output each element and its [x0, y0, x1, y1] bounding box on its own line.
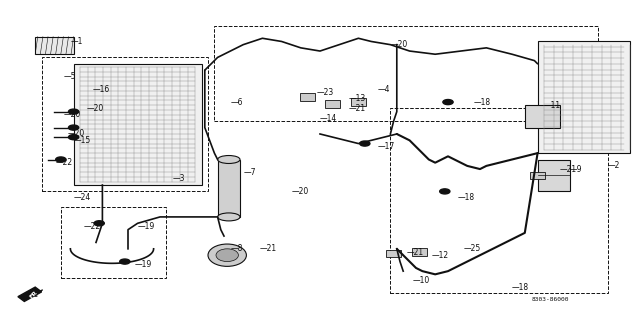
Text: —19: —19 — [138, 222, 155, 231]
Circle shape — [94, 221, 104, 226]
Text: FR: FR — [28, 290, 38, 300]
Ellipse shape — [218, 155, 240, 164]
Text: —21: —21 — [560, 165, 577, 174]
Circle shape — [360, 141, 370, 146]
Text: —12: —12 — [432, 251, 449, 260]
Text: —21: —21 — [259, 244, 276, 253]
Text: —19: —19 — [134, 260, 152, 269]
Text: —20: —20 — [86, 104, 104, 113]
Text: —20: —20 — [64, 110, 81, 119]
Text: —24: —24 — [74, 193, 91, 202]
Bar — [42, 57, 208, 191]
Bar — [218, 160, 240, 217]
Circle shape — [68, 125, 79, 130]
Bar — [538, 160, 570, 191]
Text: —22: —22 — [83, 222, 100, 231]
Text: —2: —2 — [608, 161, 620, 170]
Text: —22: —22 — [56, 158, 73, 167]
Text: —9: —9 — [570, 165, 582, 174]
Text: —17: —17 — [378, 142, 395, 151]
Bar — [386, 250, 401, 257]
Ellipse shape — [218, 213, 240, 221]
Bar — [390, 108, 608, 293]
Text: —5: —5 — [64, 72, 77, 81]
Text: —4: —4 — [378, 85, 390, 94]
Text: —18: —18 — [458, 193, 475, 202]
Bar — [214, 26, 598, 121]
Circle shape — [440, 189, 450, 194]
Text: —20: —20 — [67, 130, 84, 138]
Circle shape — [443, 100, 453, 105]
Bar — [412, 248, 427, 256]
Text: —25: —25 — [464, 244, 481, 253]
Bar — [525, 105, 560, 128]
Bar — [538, 41, 630, 153]
Text: —18: —18 — [512, 283, 529, 292]
Ellipse shape — [216, 249, 238, 262]
Bar — [35, 37, 74, 54]
Text: —11: —11 — [544, 101, 561, 110]
Text: —21: —21 — [406, 248, 424, 256]
Bar — [74, 64, 202, 185]
Circle shape — [68, 109, 79, 114]
Circle shape — [120, 259, 130, 264]
Text: —21: —21 — [349, 104, 366, 113]
Text: —23: —23 — [317, 88, 334, 97]
Bar — [530, 172, 545, 179]
Text: —6: —6 — [230, 98, 243, 107]
Text: —10: —10 — [413, 276, 430, 285]
Text: 8303-86000: 8303-86000 — [532, 297, 569, 302]
Bar — [325, 100, 340, 108]
Circle shape — [68, 135, 79, 140]
Text: —16: —16 — [93, 85, 110, 94]
Text: —3: —3 — [173, 174, 186, 183]
Text: —15: —15 — [74, 136, 91, 145]
Polygon shape — [18, 287, 42, 301]
Text: —20: —20 — [390, 40, 408, 49]
Text: —13: —13 — [349, 94, 366, 103]
Bar — [61, 207, 166, 278]
Text: —7: —7 — [243, 168, 256, 177]
Bar — [300, 93, 315, 101]
Text: —20: —20 — [291, 187, 308, 196]
Text: —8: —8 — [230, 244, 243, 253]
Circle shape — [56, 157, 66, 162]
Text: —1: —1 — [70, 37, 83, 46]
Text: —18: —18 — [474, 98, 491, 107]
Ellipse shape — [208, 244, 246, 266]
Text: —14: —14 — [320, 114, 337, 122]
Bar — [351, 98, 366, 106]
